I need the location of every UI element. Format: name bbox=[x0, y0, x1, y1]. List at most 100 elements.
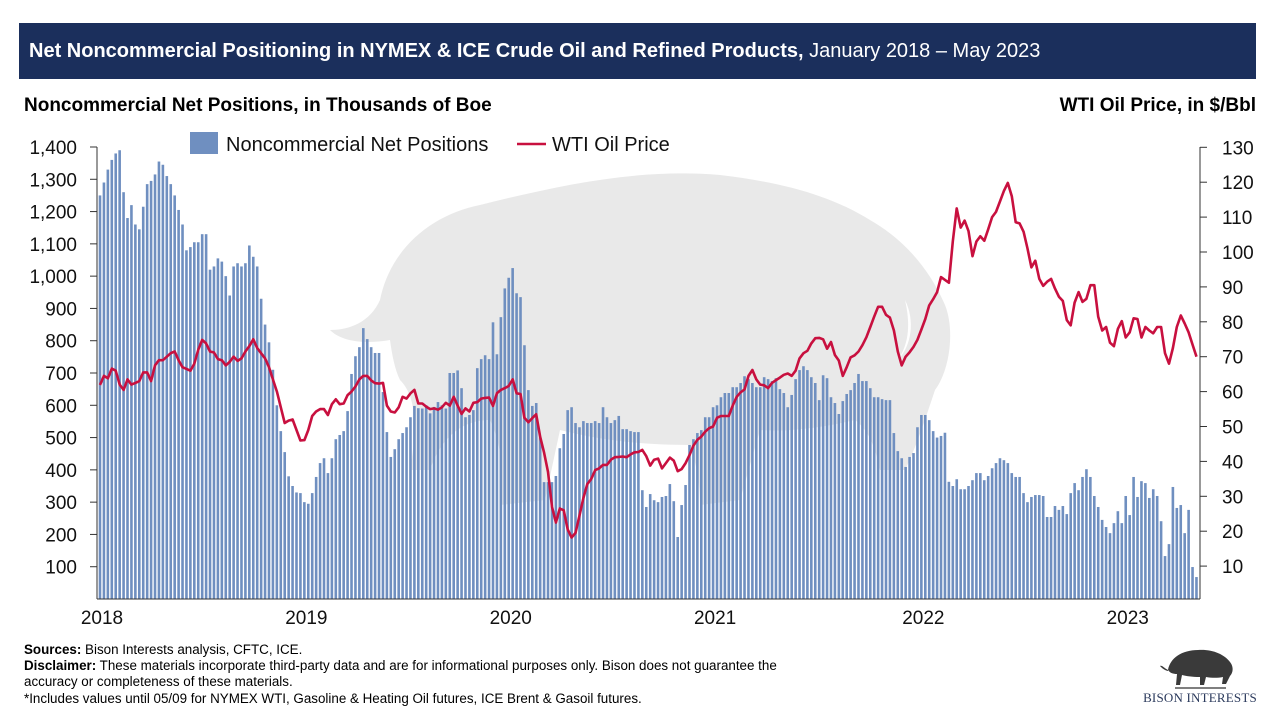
bar bbox=[519, 297, 522, 599]
bar bbox=[719, 397, 723, 599]
bar bbox=[963, 489, 966, 599]
bar bbox=[114, 153, 118, 599]
bar bbox=[389, 456, 393, 599]
bar bbox=[770, 381, 774, 599]
bar bbox=[582, 421, 585, 599]
bar bbox=[853, 383, 856, 599]
bar bbox=[1159, 521, 1163, 599]
bar bbox=[798, 370, 801, 599]
bar bbox=[676, 537, 680, 599]
bar bbox=[310, 493, 314, 599]
bar bbox=[1053, 506, 1057, 599]
bar bbox=[1045, 516, 1049, 599]
bar bbox=[322, 458, 326, 599]
bar bbox=[417, 408, 420, 599]
legend-bar-swatch bbox=[190, 132, 218, 154]
bar bbox=[122, 192, 125, 599]
bar bbox=[998, 458, 1002, 599]
bar bbox=[381, 392, 385, 599]
bar bbox=[829, 397, 833, 599]
bar bbox=[857, 373, 860, 599]
right-ticks: 10 20 30 40 50 60 70 80 90 100 110 120 130 bbox=[1200, 138, 1254, 578]
bar bbox=[1030, 496, 1033, 599]
bar bbox=[456, 370, 459, 599]
bar bbox=[240, 266, 243, 599]
bar bbox=[275, 405, 279, 599]
bar bbox=[346, 411, 349, 599]
bar bbox=[314, 476, 318, 599]
bar bbox=[959, 489, 962, 599]
bar bbox=[916, 427, 919, 599]
bar bbox=[546, 482, 550, 599]
bar-series bbox=[98, 150, 1198, 600]
logo-text: BISON INTERESTS bbox=[1143, 690, 1257, 705]
bar bbox=[939, 435, 943, 599]
bar bbox=[924, 414, 927, 599]
bar bbox=[865, 381, 868, 599]
bar bbox=[1116, 511, 1120, 599]
right-tick-label: 70 bbox=[1222, 348, 1243, 369]
bar bbox=[228, 295, 231, 599]
bar bbox=[1163, 556, 1167, 599]
bar bbox=[605, 417, 609, 599]
bar bbox=[1092, 496, 1096, 599]
bar bbox=[295, 492, 298, 599]
bar bbox=[896, 451, 900, 599]
bar bbox=[130, 205, 133, 599]
bar bbox=[271, 369, 275, 599]
bar bbox=[684, 485, 687, 599]
bar bbox=[975, 473, 978, 599]
title-bar: Net Noncommercial Positioning in NYMEX &… bbox=[19, 23, 1256, 79]
bar bbox=[574, 423, 577, 599]
bar bbox=[1108, 533, 1112, 599]
bar bbox=[1002, 460, 1006, 599]
bar bbox=[193, 242, 196, 599]
bar bbox=[880, 399, 884, 599]
bar bbox=[377, 352, 381, 599]
bar bbox=[1195, 577, 1198, 599]
bar bbox=[424, 405, 428, 599]
bar bbox=[904, 466, 907, 599]
bar bbox=[487, 359, 491, 599]
bar bbox=[699, 430, 703, 599]
bar bbox=[947, 481, 951, 599]
bison-interests-logo: BISON INTERESTS bbox=[1140, 640, 1260, 712]
x-tick-label: 2018 bbox=[81, 608, 123, 629]
bar bbox=[232, 266, 235, 599]
bar bbox=[102, 182, 106, 599]
x-tick-label: 2020 bbox=[490, 608, 532, 629]
bar bbox=[758, 387, 762, 599]
bar bbox=[1037, 495, 1041, 599]
bar bbox=[554, 475, 558, 599]
bar bbox=[141, 206, 145, 599]
x-tick-label: 2022 bbox=[902, 608, 944, 629]
bar bbox=[920, 414, 923, 599]
right-tick-label: 100 bbox=[1222, 243, 1254, 264]
bar bbox=[1175, 507, 1179, 599]
left-tick-label: 1,400 bbox=[29, 138, 77, 159]
bar bbox=[861, 381, 864, 599]
bar bbox=[401, 433, 404, 599]
bar bbox=[149, 180, 153, 599]
bar bbox=[1136, 496, 1139, 599]
bar bbox=[735, 387, 738, 599]
sources-line: Sources: Bison Interests analysis, CFTC,… bbox=[24, 642, 784, 658]
disclaimer-text: These materials incorporate third-party … bbox=[24, 658, 777, 690]
bar bbox=[794, 379, 797, 599]
bar bbox=[354, 356, 357, 599]
bar bbox=[833, 403, 837, 599]
bar bbox=[927, 420, 931, 599]
bar bbox=[157, 161, 161, 599]
bar bbox=[762, 377, 766, 599]
bar bbox=[110, 159, 114, 599]
bar bbox=[888, 400, 892, 599]
left-axis-title: Noncommercial Net Positions, in Thousand… bbox=[24, 95, 492, 116]
bar bbox=[912, 453, 915, 599]
bar bbox=[165, 176, 169, 600]
bar bbox=[727, 393, 731, 599]
bar bbox=[118, 150, 121, 599]
bar bbox=[1010, 473, 1014, 599]
bar bbox=[696, 433, 699, 599]
bar bbox=[613, 420, 617, 599]
